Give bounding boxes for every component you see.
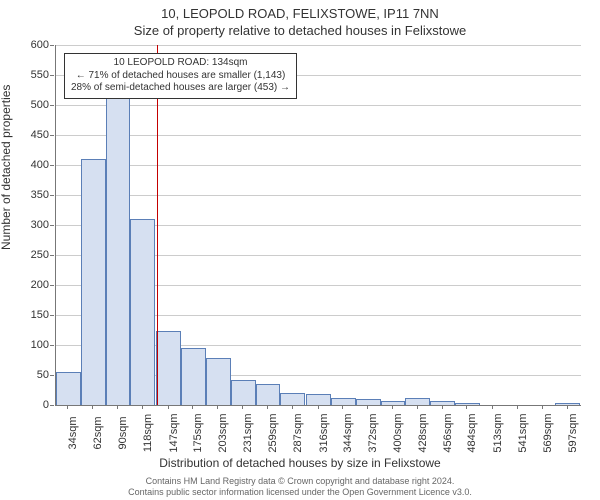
x-tick-label: 428sqm (417, 413, 429, 452)
histogram-bar (130, 219, 155, 405)
y-tick-label: 250 (25, 249, 49, 261)
gridline-h (56, 195, 581, 196)
annotation-line: 28% of semi-detached houses are larger (… (71, 82, 290, 95)
x-tick-mark (517, 405, 518, 409)
x-tick-label: 62sqm (92, 416, 104, 449)
histogram-bar (555, 403, 580, 405)
x-tick-mark (142, 405, 143, 409)
x-tick-label: 34sqm (67, 416, 79, 449)
histogram-bar (430, 401, 455, 405)
y-tick-label: 0 (25, 399, 49, 411)
x-tick-mark (442, 405, 443, 409)
x-tick-label: 344sqm (342, 413, 354, 452)
x-tick-label: 400sqm (392, 413, 404, 452)
y-tick-label: 350 (25, 189, 49, 201)
y-axis-label: Number of detached properties (0, 85, 13, 250)
x-tick-label: 372sqm (367, 413, 379, 452)
x-tick-mark (367, 405, 368, 409)
y-tick-label: 550 (25, 69, 49, 81)
x-tick-label: 484sqm (466, 413, 478, 452)
x-tick-label: 175sqm (192, 413, 204, 452)
x-tick-mark (392, 405, 393, 409)
chart-container: 10, LEOPOLD ROAD, FELIXSTOWE, IP11 7NN S… (0, 0, 600, 500)
x-axis-label: Distribution of detached houses by size … (0, 456, 600, 470)
x-tick-mark (417, 405, 418, 409)
marker-line (157, 45, 158, 405)
gridline-h (56, 105, 581, 106)
x-tick-mark (192, 405, 193, 409)
gridline-h (56, 165, 581, 166)
y-tick-label: 400 (25, 159, 49, 171)
x-tick-mark (318, 405, 319, 409)
x-tick-label: 231sqm (242, 413, 254, 452)
y-tick-label: 600 (25, 39, 49, 51)
x-tick-label: 147sqm (168, 413, 180, 452)
x-tick-label: 316sqm (318, 413, 330, 452)
x-tick-label: 513sqm (492, 413, 504, 452)
x-tick-mark (242, 405, 243, 409)
x-tick-mark (542, 405, 543, 409)
x-tick-mark (67, 405, 68, 409)
x-tick-label: 259sqm (267, 413, 279, 452)
y-tick-label: 450 (25, 129, 49, 141)
x-tick-mark (492, 405, 493, 409)
x-tick-label: 597sqm (567, 413, 579, 452)
histogram-bar (181, 348, 206, 405)
histogram-bar (405, 398, 430, 405)
x-tick-label: 456sqm (442, 413, 454, 452)
y-tick-label: 150 (25, 309, 49, 321)
x-tick-label: 90sqm (117, 416, 129, 449)
x-tick-mark (567, 405, 568, 409)
histogram-bar (256, 384, 281, 405)
annotation-box: 10 LEOPOLD ROAD: 134sqm← 71% of detached… (64, 53, 297, 99)
histogram-bar (56, 372, 81, 405)
title-line1: 10, LEOPOLD ROAD, FELIXSTOWE, IP11 7NN (0, 6, 600, 23)
title-line2: Size of property relative to detached ho… (0, 23, 600, 40)
gridline-h (56, 45, 581, 46)
x-tick-label: 569sqm (542, 413, 554, 452)
x-tick-mark (267, 405, 268, 409)
histogram-bar (231, 380, 256, 405)
histogram-bar (280, 393, 305, 405)
x-tick-label: 203sqm (217, 413, 229, 452)
attribution: Contains HM Land Registry data © Crown c… (0, 476, 600, 498)
y-tick-label: 200 (25, 279, 49, 291)
x-tick-mark (292, 405, 293, 409)
gridline-h (56, 135, 581, 136)
annotation-line: ← 71% of detached houses are smaller (1,… (71, 70, 290, 83)
histogram-bar (306, 394, 331, 405)
x-tick-mark (117, 405, 118, 409)
histogram-bar (206, 358, 231, 405)
attribution-line2: Contains public sector information licen… (0, 487, 600, 498)
x-tick-mark (92, 405, 93, 409)
y-tick-label: 100 (25, 339, 49, 351)
x-tick-mark (466, 405, 467, 409)
x-tick-label: 287sqm (292, 413, 304, 452)
x-tick-mark (168, 405, 169, 409)
y-tick-label: 300 (25, 219, 49, 231)
x-tick-label: 541sqm (517, 413, 529, 452)
histogram-bar (156, 331, 181, 405)
attribution-line1: Contains HM Land Registry data © Crown c… (0, 476, 600, 487)
y-tick-label: 50 (25, 369, 49, 381)
x-tick-mark (217, 405, 218, 409)
plot-area: 10 LEOPOLD ROAD: 134sqm← 71% of detached… (55, 45, 581, 406)
annotation-line: 10 LEOPOLD ROAD: 134sqm (71, 57, 290, 70)
histogram-bar (106, 84, 131, 405)
y-tick-label: 500 (25, 99, 49, 111)
x-tick-mark (342, 405, 343, 409)
histogram-bar (331, 398, 356, 405)
x-tick-label: 118sqm (142, 414, 154, 452)
histogram-bar (81, 159, 106, 405)
